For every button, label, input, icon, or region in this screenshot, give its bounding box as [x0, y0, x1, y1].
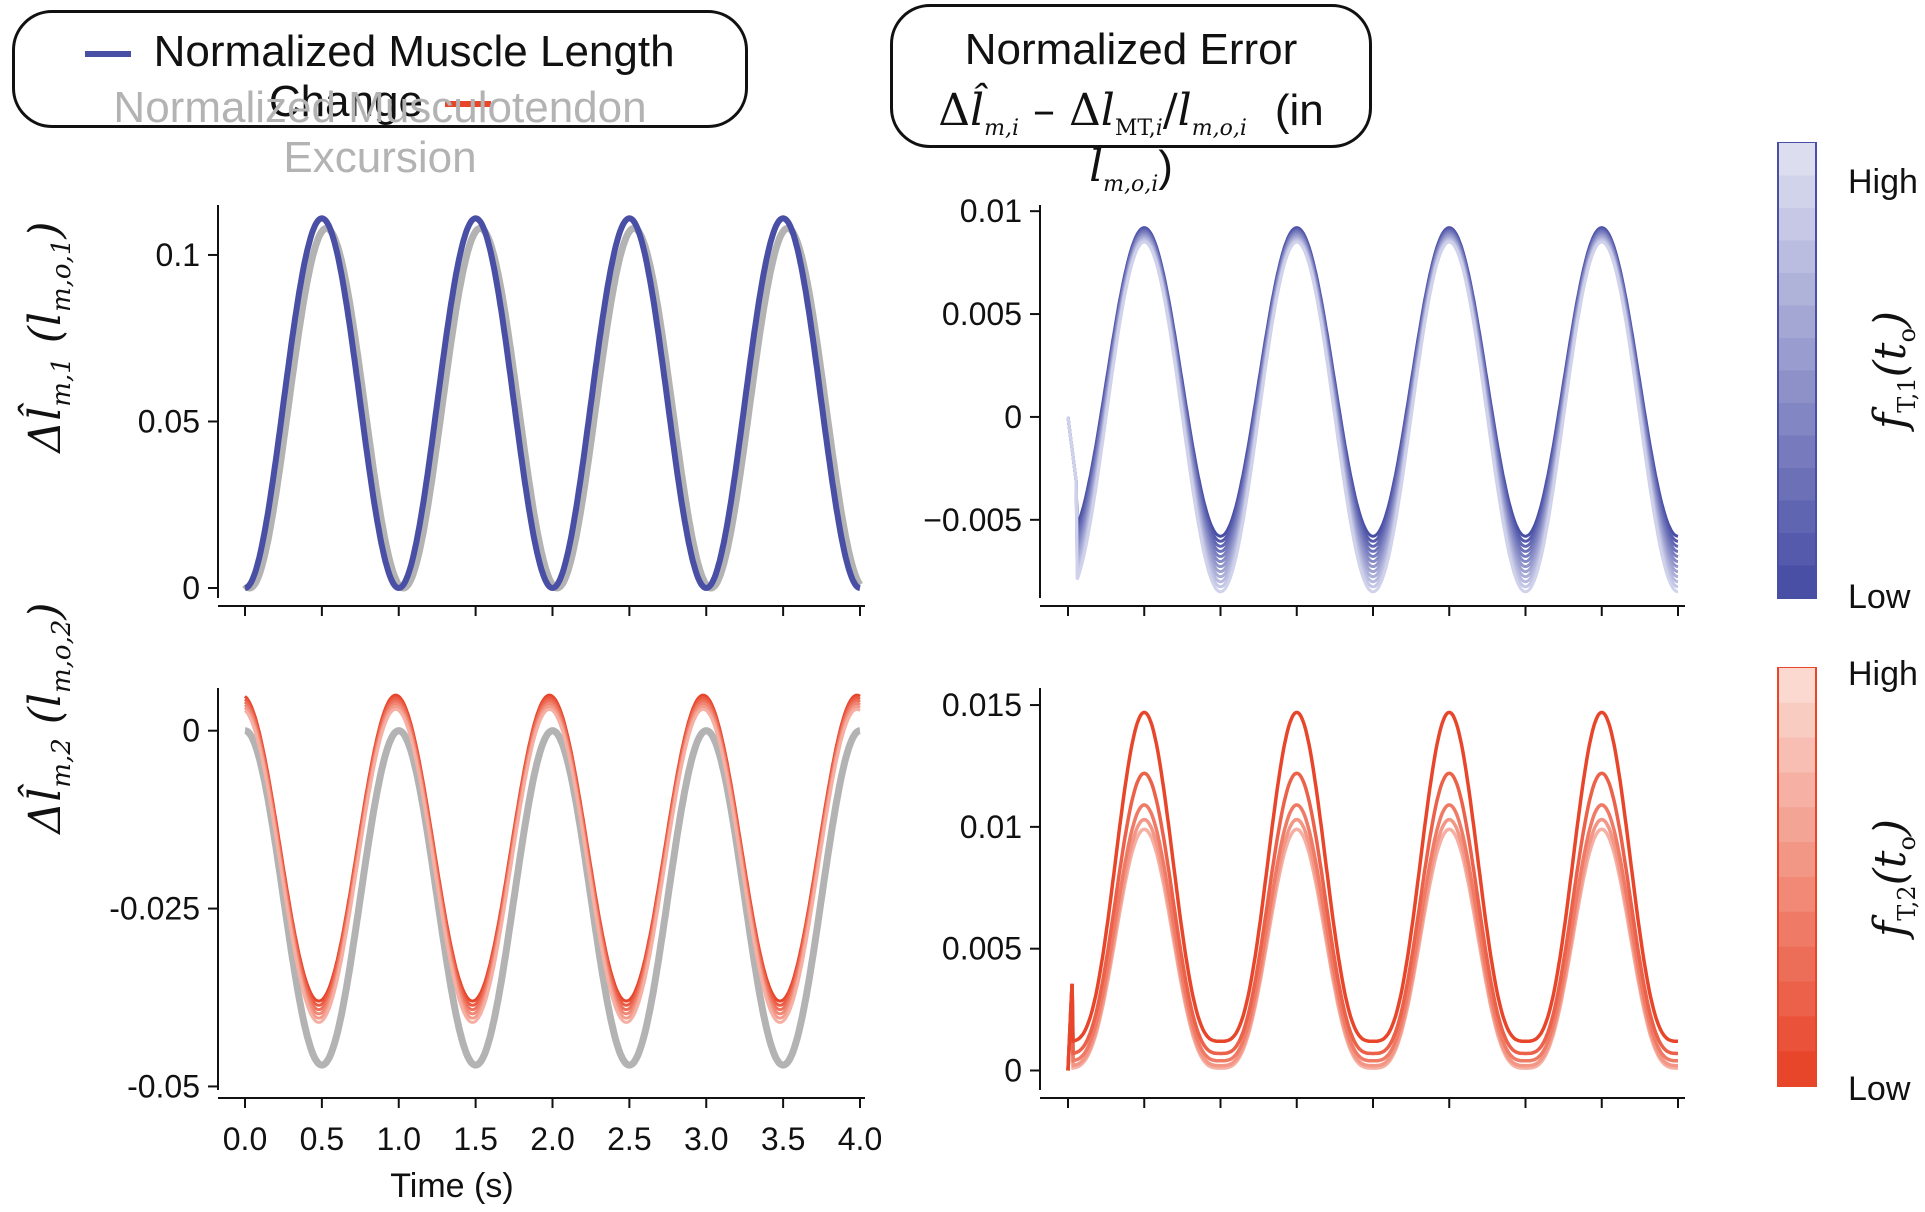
series-muscle-length-2: [243, 707, 861, 1024]
bl-xtick-label: 0.0: [223, 1121, 267, 1157]
panel-error-1: −0.005 0 0.005 0.01: [923, 193, 1685, 616]
tl-ytick-label: 0: [182, 570, 200, 606]
colorbar-blue-step: [1779, 143, 1815, 176]
colorbar-red-high: High: [1848, 655, 1918, 693]
bl-xtick-label: 2.5: [607, 1121, 651, 1157]
series-musculotendon-excursion-1: [242, 224, 863, 592]
series-error-1-curve: [1066, 233, 1679, 569]
legend-swatch-blue: [85, 51, 132, 58]
colorbar-red-step: [1779, 737, 1815, 773]
tl-ytick-label: 0.05: [138, 403, 200, 439]
colorbar-blue-step: [1779, 500, 1815, 533]
series-error-2-curve: [1066, 827, 1678, 1071]
colorbar-blue-step: [1779, 175, 1815, 208]
series-error-1-curve: [1066, 236, 1679, 579]
br-ytick-label: 0.01: [960, 809, 1022, 845]
series-error-2-curve: [1066, 817, 1678, 1071]
panel-muscle-2: -0.05 -0.025 0 0.0 0.5 1.0 1.5 2.0 2.5 3.0 3.5 4.0: [109, 688, 882, 1157]
colorbar-blue-step: [1779, 273, 1815, 306]
svg-text:Δl̂m,2 (lm,o,2): Δl̂m,2 (lm,o,2): [16, 602, 77, 835]
legend-item-muscle-length: Normalized Muscle Length Change: [15, 27, 745, 127]
bl-xtick-label: 1.0: [377, 1121, 421, 1157]
colorbar-blue-step: [1779, 208, 1815, 241]
colorbar-red-label: fT,2(to): [1865, 819, 1921, 940]
svg-text:fT,1(to): fT,1(to): [1865, 311, 1921, 432]
colorbar-blue-step: [1779, 403, 1815, 436]
legend-label-muscle-length: Normalized Muscle Length Change: [153, 27, 675, 126]
colorbar-blue-step: [1779, 468, 1815, 501]
colorbar-blue-step: [1779, 240, 1815, 273]
bl-ytick-label: -0.05: [127, 1068, 200, 1104]
colorbar-red-step: [1779, 877, 1815, 912]
colorbar-blue-step: [1779, 305, 1815, 338]
series-muscle-length-2: [243, 693, 861, 1003]
colorbar-red-step: [1779, 702, 1815, 738]
colorbar-red-step: [1779, 842, 1815, 877]
series-error-1-curve: [1066, 240, 1679, 594]
br-ytick-label: 0.005: [942, 931, 1022, 967]
panel-error-2: 0 0.005 0.01 0.015: [942, 687, 1685, 1108]
tr-ytick-label: 0.01: [960, 193, 1022, 229]
error-title-box: Normalized Error Δl̂m,i – ΔlMT,i/lm,o,i …: [890, 4, 1372, 197]
colorbar-red-step: [1779, 807, 1815, 843]
colorbar-red-step: [1779, 1016, 1815, 1052]
colorbar-blue-low: Low: [1848, 578, 1911, 616]
series-error-2-curve: [1066, 710, 1678, 1071]
tr-ytick-label: 0: [1004, 399, 1022, 435]
colorbar-red: High Low fT,2(to): [1777, 655, 1921, 1108]
legend-box: Normalized Muscle Length Change Normaliz…: [12, 10, 748, 182]
colorbar-red-step: [1779, 668, 1815, 703]
bl-xtick-label: 2.0: [530, 1121, 574, 1157]
series-error-1-curve: [1066, 232, 1679, 564]
series-error-2-curve: [1066, 771, 1678, 1071]
colorbar-blue-label: fT,1(to): [1865, 311, 1921, 432]
br-ytick-label: 0: [1004, 1053, 1022, 1089]
bl-xtick-label: 0.5: [300, 1121, 344, 1157]
bl-xtick-label: 1.5: [453, 1121, 497, 1157]
colorbar-red-step: [1779, 981, 1815, 1017]
bl-xtick-label: 3.0: [684, 1121, 728, 1157]
bl-xtick-label: 3.5: [761, 1121, 805, 1157]
colorbar-blue-step: [1779, 435, 1815, 468]
xaxis-label: Time (s): [390, 1167, 513, 1205]
colorbar-blue-step: [1779, 370, 1815, 403]
series-error-1-curve: [1066, 235, 1679, 574]
ylabel-muscle-2: Δl̂m,2 (lm,o,2): [16, 602, 77, 835]
bl-ytick-label: 0: [182, 713, 200, 749]
series-error-1-curve: [1066, 237, 1679, 584]
series-muscle-length-2: [243, 696, 861, 1007]
tl-ytick-label: 0.1: [156, 237, 200, 273]
series-muscle-length-2: [243, 699, 861, 1012]
colorbar-red-step: [1779, 1051, 1815, 1086]
colorbar-blue-step: [1779, 338, 1815, 371]
series-error-2-curve: [1066, 803, 1678, 1071]
error-formula: Δl̂m,i – ΔlMT,i/lm,o,i (in lm,o,i): [938, 85, 1324, 197]
series-muscle-length-2: [243, 704, 861, 1020]
series-muscle-length-2: [243, 702, 861, 1016]
tr-ytick-label: −0.005: [923, 502, 1022, 538]
bl-ytick-label: -0.025: [109, 891, 200, 927]
ylabel-muscle-1: Δl̂m,1 (lm,o,1): [16, 221, 77, 454]
legend-label-musculotendon-excursion: Normalized Musculotendon Excursion: [113, 83, 647, 182]
colorbar-red-step: [1779, 946, 1815, 982]
colorbar-blue: High Low fT,1(to): [1777, 142, 1921, 616]
colorbar-red-low: Low: [1848, 1070, 1911, 1108]
legend-swatch-red: [445, 101, 492, 108]
svg-text:Δl̂m,1 (lm,o,1): Δl̂m,1 (lm,o,1): [16, 221, 77, 454]
colorbar-blue-step: [1779, 533, 1815, 566]
colorbar-red-step: [1779, 911, 1815, 947]
colorbar-blue-step: [1779, 565, 1815, 598]
colorbar-blue-high: High: [1848, 163, 1918, 201]
error-title: Normalized Error: [964, 25, 1298, 74]
svg-text:fT,2(to): fT,2(to): [1865, 819, 1921, 940]
series-muscle-length-1: [244, 215, 861, 592]
tr-ytick-label: 0.005: [942, 296, 1022, 332]
br-ytick-label: 0.015: [942, 687, 1022, 723]
panel-muscle-1: 0 0.05 0.1: [138, 205, 865, 616]
colorbar-red-step: [1779, 772, 1815, 808]
bl-xtick-label: 4.0: [838, 1121, 882, 1157]
series-musculotendon-excursion-2: [244, 727, 861, 1069]
